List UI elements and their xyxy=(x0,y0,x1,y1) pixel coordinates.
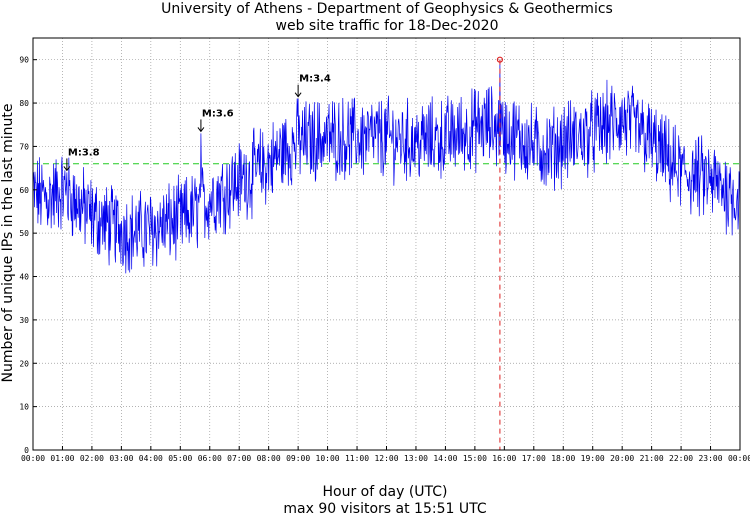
x-tick-label: 02:00 xyxy=(80,454,104,463)
x-tick-label: 19:00 xyxy=(581,454,605,463)
y-tick-label: 70 xyxy=(19,142,29,151)
x-tick-label: 18:00 xyxy=(551,454,575,463)
down-arrow-icon xyxy=(63,166,71,172)
x-tick-label: 07:00 xyxy=(227,454,251,463)
y-tick-labels: 0 10 20 30 40 50 60 70 80 90 xyxy=(19,56,37,455)
annotation-label: M:3.6 xyxy=(202,108,234,119)
x-tick-label: 08:00 xyxy=(257,454,281,463)
x-tick-label: 14:00 xyxy=(433,454,457,463)
y-tick-label: 90 xyxy=(19,56,29,65)
down-arrow-icon xyxy=(294,92,302,98)
x-tick-label: 13:00 xyxy=(404,454,428,463)
series-group xyxy=(32,59,741,274)
annotation: M:3.8 xyxy=(63,147,100,172)
x-tick-label: 22:00 xyxy=(669,454,693,463)
x-tick-label: 12:00 xyxy=(374,454,398,463)
x-tick-label: 04:00 xyxy=(139,454,163,463)
y-tick-label: 40 xyxy=(19,273,29,282)
x-tick-label: 11:00 xyxy=(345,454,369,463)
x-tick-label: 21:00 xyxy=(640,454,664,463)
chart-footer: max 90 visitors at 15:51 UTC xyxy=(283,501,486,515)
y-axis-label: Number of unique IPs in the last minute xyxy=(0,104,16,383)
max-marker-point xyxy=(496,56,504,63)
max-marker-group xyxy=(496,56,504,450)
y-tick-label: 30 xyxy=(19,316,29,325)
x-tick-label: 03:00 xyxy=(109,454,133,463)
annotations-group: M:3.8 M:3.6 M:3.4 xyxy=(63,74,331,172)
y-tick-label: 20 xyxy=(19,359,29,368)
y-tick-label: 80 xyxy=(19,99,29,108)
grid-lines xyxy=(33,38,740,450)
x-tick-label: 06:00 xyxy=(198,454,222,463)
x-tick-label: 16:00 xyxy=(492,454,516,463)
x-tick-label: 20:00 xyxy=(610,454,634,463)
traffic-series-line xyxy=(32,59,741,274)
x-tick-label: 00:00 xyxy=(21,454,45,463)
y-tick-label: 50 xyxy=(19,229,29,238)
x-tick-labels: 00:00 01:00 02:00 03:00 04:00 05:00 06:00 07:00… xyxy=(21,446,750,463)
x-tick-label: 00:00 xyxy=(728,454,750,463)
y-tick-label: 0 xyxy=(24,446,29,455)
x-tick-label: 15:00 xyxy=(463,454,487,463)
down-arrow-icon xyxy=(197,127,205,133)
y-tick-label: 60 xyxy=(19,186,29,195)
x-axis-label: Hour of day (UTC) xyxy=(323,484,448,500)
chart-subtitle: web site traffic for 18-Dec-2020 xyxy=(276,18,499,34)
x-tick-label: 05:00 xyxy=(168,454,192,463)
annotation: M:3.4 xyxy=(294,74,331,98)
y-tick-label: 10 xyxy=(19,403,29,412)
x-tick-label: 10:00 xyxy=(316,454,340,463)
annotation-label: M:3.4 xyxy=(299,74,331,85)
x-tick-label: 23:00 xyxy=(698,454,722,463)
x-tick-label: 17:00 xyxy=(522,454,546,463)
x-tick-label: 09:00 xyxy=(286,454,310,463)
annotation: M:3.6 xyxy=(197,108,234,133)
annotation-label: M:3.8 xyxy=(68,147,100,158)
chart-title: University of Athens - Department of Geo… xyxy=(161,1,613,17)
x-tick-label: 01:00 xyxy=(50,454,74,463)
